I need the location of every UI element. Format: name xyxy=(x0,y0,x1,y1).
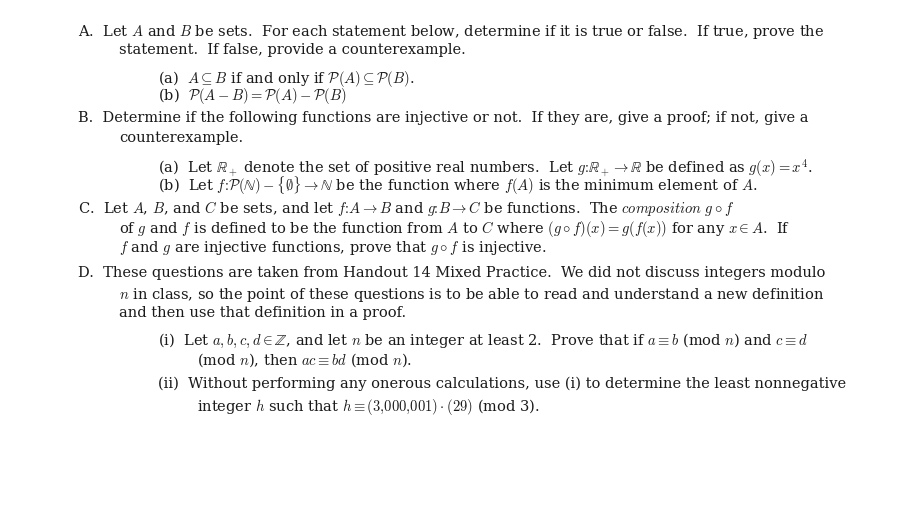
Text: of $g$ and $f$ is defined to be the function from $A$ to $C$ where $(g \circ f)(: of $g$ and $f$ is defined to be the func… xyxy=(119,219,790,239)
Text: D.  These questions are taken from Handout 14 Mixed Practice.  We did not discus: D. These questions are taken from Handou… xyxy=(78,266,825,280)
Text: (i)  Let $a, b, c, d \in \mathbb{Z}$, and let $n$ be an integer at least 2.  Pro: (i) Let $a, b, c, d \in \mathbb{Z}$, and… xyxy=(158,332,808,350)
Text: (mod $n$), then $ac \equiv bd$ (mod $n$).: (mod $n$), then $ac \equiv bd$ (mod $n$)… xyxy=(197,352,413,370)
Text: $f$ and $g$ are injective functions, prove that $g \circ f$ is injective.: $f$ and $g$ are injective functions, pro… xyxy=(119,239,547,257)
Text: $n$ in class, so the point of these questions is to be able to read and understa: $n$ in class, so the point of these ques… xyxy=(119,286,824,303)
Text: (ii)  Without performing any onerous calculations, use (i) to determine the leas: (ii) Without performing any onerous calc… xyxy=(158,377,845,391)
Text: (b)  $\mathcal{P}(A - B) = \mathcal{P}(A) - \mathcal{P}(B)$: (b) $\mathcal{P}(A - B) = \mathcal{P}(A)… xyxy=(158,86,346,106)
Text: (a)  Let $\mathbb{R}_+$ denote the set of positive real numbers.  Let $g\colon \: (a) Let $\mathbb{R}_+$ denote the set of… xyxy=(158,158,812,180)
Text: and then use that definition in a proof.: and then use that definition in a proof. xyxy=(119,306,406,320)
Text: statement.  If false, provide a counterexample.: statement. If false, provide a counterex… xyxy=(119,43,466,57)
Text: A.  Let $A$ and $B$ be sets.  For each statement below, determine if it is true : A. Let $A$ and $B$ be sets. For each sta… xyxy=(78,23,824,41)
Text: (a)  $A \subseteq B$ if and only if $\mathcal{P}(A) \subseteq \mathcal{P}(B)$.: (a) $A \subseteq B$ if and only if $\mat… xyxy=(158,69,414,89)
Text: integer $h$ such that $h \equiv (3{,}000{,}001) \cdot (29)$ (mod 3).: integer $h$ such that $h \equiv (3{,}000… xyxy=(197,397,540,417)
Text: B.  Determine if the following functions are injective or not.  If they are, giv: B. Determine if the following functions … xyxy=(78,111,809,125)
Text: (b)  Let $f\colon \mathcal{P}(\mathbb{N}) - \{\emptyset\} \to \mathbb{N}$ be the: (b) Let $f\colon \mathcal{P}(\mathbb{N})… xyxy=(158,174,757,197)
Text: C.  Let $A$, $B$, and $C$ be sets, and let $f\colon A \to B$ and $g\colon B \to : C. Let $A$, $B$, and $C$ be sets, and le… xyxy=(78,200,735,218)
Text: counterexample.: counterexample. xyxy=(119,131,243,145)
